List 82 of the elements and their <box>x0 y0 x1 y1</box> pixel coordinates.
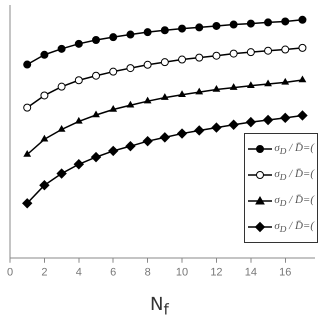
point <box>196 88 203 94</box>
point <box>142 136 153 146</box>
point <box>109 68 118 76</box>
point <box>144 28 152 36</box>
x-tick-label: 8 <box>144 266 151 278</box>
point <box>22 198 32 208</box>
point <box>39 180 50 190</box>
point <box>40 91 48 100</box>
point <box>298 16 306 24</box>
x-tick-label: 12 <box>210 266 223 278</box>
point <box>246 20 255 28</box>
point <box>40 50 48 59</box>
point <box>75 117 82 124</box>
legend-label: σ$_{D}$ / D̄=( <box>274 220 314 234</box>
point <box>282 78 289 85</box>
point <box>144 60 152 69</box>
point <box>92 72 100 80</box>
point <box>247 82 254 88</box>
point <box>195 23 204 32</box>
x-tick-label: 16 <box>279 266 292 278</box>
point <box>297 110 308 120</box>
point <box>246 117 256 128</box>
point <box>211 122 222 133</box>
x-tick-label: 4 <box>76 266 82 278</box>
point <box>264 80 272 86</box>
point <box>126 64 134 72</box>
point <box>280 112 290 123</box>
point <box>24 150 31 157</box>
point <box>109 33 118 42</box>
point <box>212 52 220 60</box>
point <box>125 141 136 152</box>
point <box>212 22 220 30</box>
point <box>23 60 32 69</box>
point <box>298 76 306 82</box>
point <box>110 106 117 112</box>
point <box>92 36 100 44</box>
point <box>230 50 238 58</box>
point <box>195 54 204 62</box>
point <box>281 17 290 26</box>
point <box>298 44 306 52</box>
point <box>74 40 83 48</box>
point <box>74 159 84 170</box>
point <box>58 126 66 132</box>
point <box>194 125 204 136</box>
point <box>126 30 134 39</box>
x-tick-label: 10 <box>176 266 188 278</box>
point <box>230 84 238 90</box>
x-tick-label: 2 <box>41 266 48 278</box>
point <box>178 90 186 98</box>
point <box>160 26 169 34</box>
point <box>91 152 102 162</box>
point <box>178 56 186 64</box>
point <box>160 58 169 66</box>
point <box>228 120 239 130</box>
x-axis-title: N$_{f}$ <box>150 294 169 319</box>
point <box>264 46 272 55</box>
point <box>161 94 168 100</box>
point <box>246 48 255 56</box>
point <box>263 114 274 125</box>
point <box>212 86 220 92</box>
point <box>144 97 152 104</box>
point <box>178 24 186 33</box>
point <box>126 101 134 108</box>
point <box>56 168 67 179</box>
point <box>92 110 100 118</box>
x-tick-label: 6 <box>110 266 116 278</box>
point <box>281 46 290 54</box>
point <box>40 135 48 142</box>
point <box>108 146 118 156</box>
point <box>230 20 238 29</box>
point <box>74 76 83 84</box>
point <box>160 132 170 142</box>
point <box>58 82 66 91</box>
legend-label: σ$_{D}$ / D̄=( <box>274 168 314 182</box>
point <box>264 18 272 26</box>
point <box>58 44 66 53</box>
legend-label: σ$_{D}$ / D̄=( <box>274 194 314 208</box>
point <box>23 104 32 112</box>
x-tick-label: 0 <box>6 266 14 278</box>
point <box>177 128 188 139</box>
legend-label: σ$_{D}$ / D̄=( <box>274 142 314 156</box>
x-tick-label: 14 <box>244 266 257 278</box>
